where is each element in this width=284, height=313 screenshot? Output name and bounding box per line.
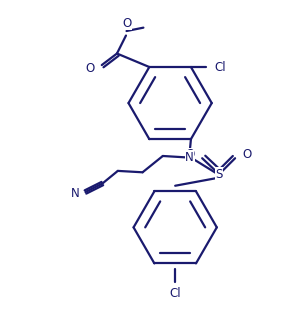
Text: Cl: Cl [214,60,225,74]
Text: O: O [85,63,95,75]
Text: O: O [186,148,195,162]
Text: S: S [215,168,223,181]
Text: O: O [243,148,252,162]
Text: Cl: Cl [169,287,181,300]
Text: O: O [122,17,131,30]
Text: N: N [185,151,194,164]
Text: N: N [70,187,79,200]
